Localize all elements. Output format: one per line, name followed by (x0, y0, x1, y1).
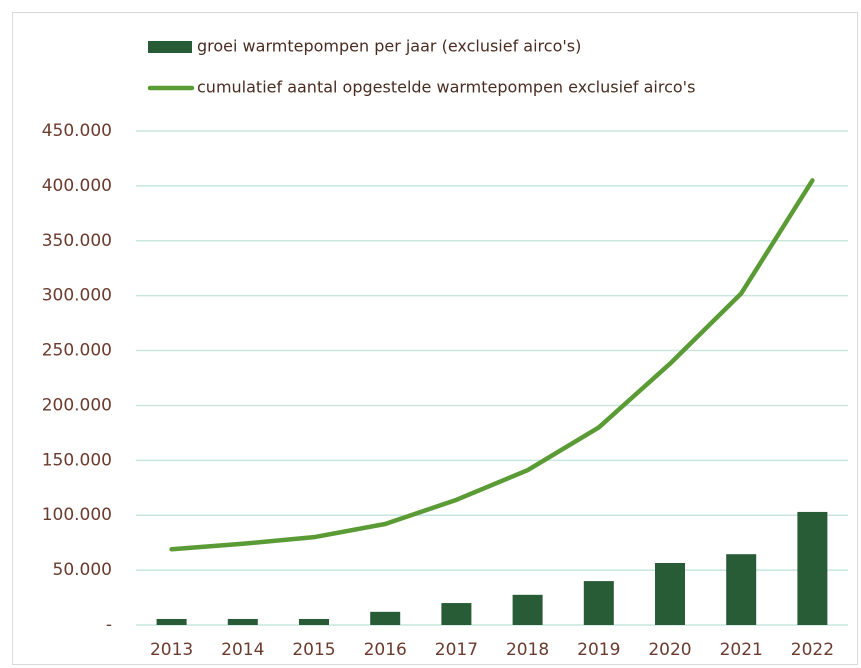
x-tick-label: 2019 (577, 640, 620, 660)
bar (370, 611, 401, 625)
legend-label: groei warmtepompen per jaar (exclusief a… (197, 37, 581, 56)
x-tick-label: 2014 (221, 640, 264, 660)
bar (299, 618, 329, 625)
bar (655, 562, 685, 625)
bar (797, 511, 828, 625)
y-tick-label: 350.000 (42, 231, 112, 251)
chart-frame (12, 12, 858, 665)
bar (512, 594, 543, 625)
line (169, 178, 815, 552)
x-tick-label: 2022 (791, 640, 834, 660)
x-tick-label: 2015 (292, 640, 335, 660)
x-tick-label: 2013 (150, 640, 193, 660)
x-tick-label: 2017 (435, 640, 478, 660)
y-tick-label: 100.000 (42, 505, 112, 525)
bar (227, 618, 258, 625)
y-tick-label: 400.000 (42, 176, 112, 196)
bar (726, 554, 757, 625)
x-tick-label: 2018 (506, 640, 549, 660)
x-tick-label: 2020 (648, 640, 691, 660)
bar (156, 618, 187, 625)
bar (441, 603, 472, 625)
legend-swatch (148, 41, 192, 53)
legend-label: cumulatief aantal opgestelde warmtepompe… (197, 78, 695, 97)
y-tick-label: 300.000 (42, 286, 112, 306)
x-tick-label: 2021 (720, 640, 763, 660)
y-tick-label: 150.000 (42, 450, 112, 470)
bar (583, 581, 614, 625)
y-tick-label: - (106, 615, 112, 635)
y-tick-label: 450.000 (42, 121, 112, 141)
y-tick-label: 200.000 (42, 395, 112, 415)
x-tick-label: 2016 (364, 640, 407, 660)
y-tick-label: 250.000 (42, 341, 112, 361)
y-tick-label: 50.000 (53, 560, 112, 580)
